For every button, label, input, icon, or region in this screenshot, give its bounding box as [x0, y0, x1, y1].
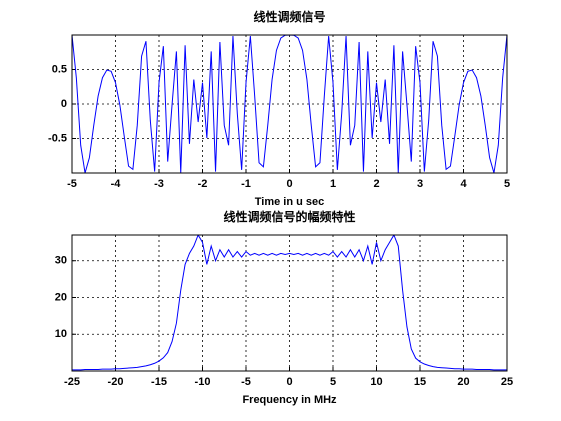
- x-tick-label: -25: [64, 376, 80, 388]
- signal-line: [72, 35, 507, 173]
- x-axis-label: Time in u sec: [255, 196, 325, 208]
- x-tick-label: 0: [286, 376, 292, 388]
- x-tick-label: 25: [501, 376, 513, 388]
- x-tick-label: -20: [108, 376, 124, 388]
- x-tick-label: -2: [198, 178, 208, 190]
- x-tick-label: 0: [286, 178, 292, 190]
- y-tick-label: 20: [55, 291, 67, 303]
- x-tick-label: 3: [417, 178, 423, 190]
- x-tick-label: 15: [414, 376, 426, 388]
- axes-box: [71, 34, 508, 174]
- y-tick-label: -0.5: [48, 132, 67, 144]
- y-tick-label: 0: [61, 98, 67, 110]
- y-tick-label: 10: [55, 328, 67, 340]
- x-tick-label: 4: [460, 178, 467, 190]
- x-tick-label: -5: [241, 376, 251, 388]
- y-tick-label: 30: [55, 255, 67, 267]
- x-tick-label: 5: [330, 376, 336, 388]
- chart-title: 线性调频信号的幅频特性: [223, 209, 355, 224]
- x-tick-label: 2: [373, 178, 379, 190]
- plot-area: [71, 234, 508, 372]
- x-tick-label: -5: [67, 178, 77, 190]
- x-tick-label: 10: [370, 376, 382, 388]
- x-tick-label: 1: [330, 178, 336, 190]
- x-axis-label: Frequency in MHz: [242, 394, 337, 406]
- x-tick-label: -1: [241, 178, 251, 190]
- x-tick-label: 20: [457, 376, 469, 388]
- y-tick-label: 0.5: [52, 63, 67, 75]
- x-tick-label: -3: [154, 178, 164, 190]
- x-tick-label: -15: [151, 376, 167, 388]
- signal-line: [72, 235, 507, 371]
- chart-title: 线性调频信号: [253, 9, 325, 24]
- x-tick-label: -4: [111, 178, 122, 190]
- x-tick-label: 5: [504, 178, 510, 190]
- axes-box: [71, 234, 508, 372]
- axes: -5 -4 -3 -2 -1 0 1 2 3 4 5 -0.5 0 0.5 线性调频信号 Time in u …: [48, 9, 510, 208]
- axes: -25 -20 -15 -10 -5 0 5 10 15 20 25 10 20 30 线性调频信号的幅频特…: [55, 209, 513, 406]
- x-tick-label: -10: [195, 376, 211, 388]
